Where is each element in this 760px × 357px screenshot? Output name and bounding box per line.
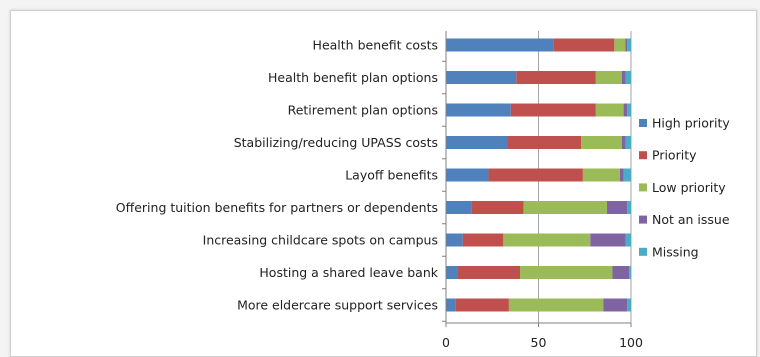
- category-label-7: Increasing childcare spots on campus: [203, 233, 438, 248]
- bar-segment-1-2: [553, 38, 615, 52]
- bar-segment-6-5: [627, 201, 631, 214]
- bar-segment-9-4: [603, 298, 628, 312]
- bar-segment-2-2: [516, 71, 596, 84]
- bar-segment-7-5: [625, 233, 631, 247]
- category-label-3: Retirement plan options: [288, 103, 438, 118]
- bar-segment-7-4: [590, 233, 626, 247]
- x-tick-label-100: 100: [619, 335, 643, 350]
- legend-swatch-2: [639, 151, 647, 160]
- bar-segment-5-1: [446, 168, 489, 182]
- legend-swatch-1: [639, 119, 647, 127]
- bar-segment-5-2: [488, 168, 583, 182]
- bar-segment-2-4: [621, 71, 626, 84]
- bar-segment-7-1: [446, 233, 463, 247]
- bar-segment-9-1: [446, 298, 456, 312]
- category-labels: Health benefit costs Health benefit plan …: [116, 38, 439, 313]
- bar-segment-4-1: [446, 136, 508, 149]
- bar-segment-3-3: [595, 103, 624, 117]
- category-label-2: Health benefit plan options: [268, 70, 438, 85]
- bar-segment-9-2: [455, 298, 509, 312]
- bar-segment-5-5: [623, 168, 631, 182]
- category-label-4: Stabilizing/reducing UPASS costs: [234, 135, 438, 150]
- x-tick-label-0: 0: [442, 335, 450, 350]
- category-label-9: More eldercare support services: [237, 298, 438, 313]
- category-label-8: Hosting a shared leave bank: [259, 265, 438, 280]
- x-tick-label-50: 50: [531, 335, 547, 350]
- bar-segment-2-3: [595, 71, 622, 84]
- bar-segment-1-3: [614, 38, 626, 52]
- bar-segment-1-1: [446, 38, 554, 52]
- bar-segment-5-4: [619, 168, 624, 182]
- bar-segment-4-5: [625, 136, 631, 149]
- stacked-bar-chart: Health benefit costs Health benefit plan …: [116, 31, 730, 350]
- axes: [442, 31, 632, 327]
- bar-segment-8-4: [612, 266, 630, 279]
- legend-swatch-3: [639, 183, 647, 192]
- legend-label-1: High priority: [652, 116, 730, 131]
- bar-segment-6-2: [471, 201, 524, 214]
- legend-label-3: Low priority: [652, 180, 726, 195]
- legend-label-2: Priority: [652, 148, 697, 163]
- bar-segment-7-2: [462, 233, 504, 247]
- legend-swatch-5: [639, 247, 647, 256]
- bar-segment-9-3: [508, 298, 604, 312]
- bar-segment-4-2: [507, 136, 582, 149]
- bar-segment-8-5: [629, 266, 631, 279]
- legend-label-5: Missing: [652, 244, 699, 259]
- bar-segment-8-2: [457, 266, 520, 279]
- bar-segment-8-3: [520, 266, 613, 279]
- bar-segment-8-1: [446, 266, 458, 279]
- category-label-6: Offering tuition benefits for partners o…: [116, 200, 438, 215]
- bar-segment-2-1: [446, 71, 517, 84]
- bar-segment-3-1: [446, 103, 511, 117]
- tick-labels: 0 50 100: [442, 335, 643, 350]
- bar-segment-9-5: [627, 298, 631, 312]
- bar-segment-4-3: [581, 136, 622, 149]
- bar-segment-6-4: [606, 201, 628, 214]
- bar-segment-1-4: [625, 38, 628, 52]
- bar-segment-3-2: [510, 103, 596, 117]
- bar-segment-1-5: [627, 38, 631, 52]
- legend: High priority Priority Low priority Not an …: [639, 116, 730, 259]
- legend-label-4: Not an issue: [652, 212, 730, 227]
- bar-segment-4-4: [621, 136, 626, 149]
- chart-frame: Health benefit costs Health benefit plan …: [10, 10, 757, 357]
- bar-segment-7-3: [503, 233, 591, 247]
- bar-segment-5-3: [582, 168, 620, 182]
- bar-segment-3-4: [623, 103, 628, 117]
- bar-segment-6-3: [523, 201, 607, 214]
- bar-segment-3-5: [627, 103, 631, 117]
- bar-segment-6-1: [446, 201, 472, 214]
- bars: [446, 38, 631, 312]
- category-label-1: Health benefit costs: [313, 38, 438, 53]
- legend-swatch-4: [639, 215, 647, 224]
- bar-segment-2-5: [625, 71, 631, 84]
- category-label-5: Layoff benefits: [345, 168, 438, 183]
